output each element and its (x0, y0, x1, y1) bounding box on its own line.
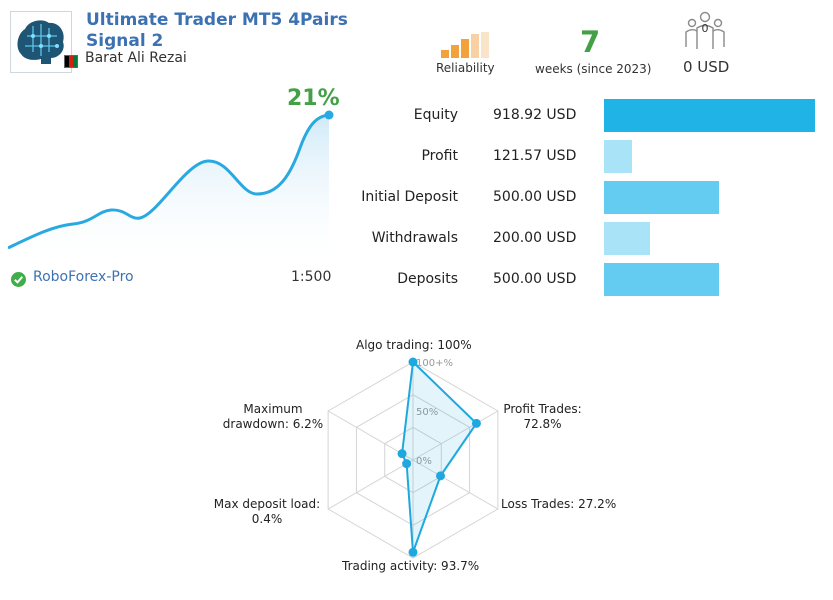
growth-value: 21% (287, 86, 340, 111)
equity-label: Equity (413, 107, 458, 123)
reliability-label: Reliability (436, 61, 495, 75)
brain-logo-icon (11, 12, 71, 72)
weeks-count: 7 (580, 25, 601, 59)
broker-link[interactable]: RoboForex-Pro (33, 269, 134, 285)
radar-grid-spoke (412, 410, 499, 461)
subscription-price: 0 USD (683, 58, 730, 76)
deposits-value: 500.00 USD (493, 271, 577, 287)
radar-label-algo-trading: Algo trading: 100% (356, 338, 472, 352)
afghanistan-flag-icon (64, 55, 78, 68)
profit-value: 121.57 USD (493, 148, 577, 164)
subscribers-count: 0 (701, 22, 709, 35)
equity-bar (604, 99, 815, 132)
radar-scale-100: 100+% (416, 358, 453, 369)
author-name[interactable]: Barat Ali Rezai (85, 50, 187, 66)
radar-scale-0: 0% (416, 456, 432, 467)
subscribers-icon (685, 11, 725, 49)
initial-deposit-label: Initial Deposit (361, 189, 458, 205)
growth-endpoint (324, 110, 334, 120)
radar-label-profit-trades: Profit Trades: 72.8% (503, 402, 582, 431)
signal-title[interactable]: Ultimate Trader MT5 4Pairs Signal 2 (86, 10, 348, 51)
radar-grid-spoke (412, 459, 499, 510)
initial-deposit-bar (604, 181, 719, 214)
radar-point (408, 357, 418, 367)
growth-area (8, 115, 329, 258)
radar-chart: 100+% 50% 0% (327, 357, 499, 559)
profit-bar (604, 140, 632, 173)
radar-point (408, 547, 418, 557)
withdrawals-value: 200.00 USD (493, 230, 577, 246)
avatar[interactable] (10, 11, 72, 73)
growth-chart (8, 110, 334, 258)
deposits-label: Deposits (397, 271, 458, 287)
radar-point (471, 418, 481, 428)
weeks-label: weeks (since 2023) (535, 62, 652, 76)
radar-label-loss-trades: Loss Trades: 27.2% (501, 497, 617, 511)
profit-label: Profit (421, 148, 458, 164)
radar-point (435, 471, 445, 481)
withdrawals-bar (604, 222, 650, 255)
radar-label-trading-activity: Trading activity: 93.7% (342, 559, 480, 573)
radar-scale-50: 50% (416, 407, 438, 418)
growth-line (8, 113, 330, 250)
deposits-bar (604, 263, 719, 296)
equity-value: 918.92 USD (493, 107, 577, 123)
initial-deposit-value: 500.00 USD (493, 189, 577, 205)
withdrawals-label: Withdrawals (371, 230, 458, 246)
radar-label-max-deposit-load: Max deposit load: 0.4% (213, 497, 321, 526)
radar-grid-spoke (327, 459, 414, 510)
radar-polygon (401, 359, 478, 553)
radar-label-max-drawdown: Maximum drawdown: 6.2% (222, 402, 324, 431)
verified-check-icon (11, 272, 26, 287)
radar-point (397, 449, 407, 459)
reliability-bars-icon (441, 32, 489, 58)
leverage: 1:500 (291, 269, 332, 285)
radar-point (402, 459, 412, 469)
